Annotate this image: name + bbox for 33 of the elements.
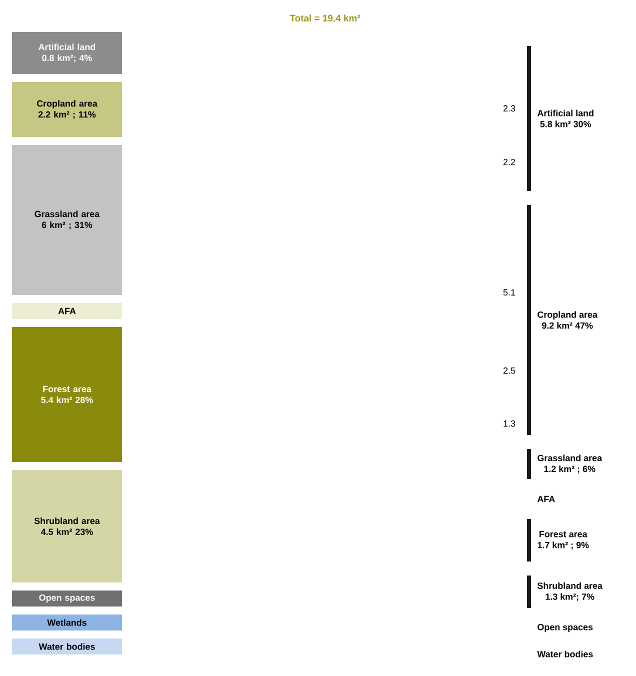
data-label: 2.2 km² ; 11%: [38, 111, 96, 119]
data-label: 1.3 km²; 7%: [546, 593, 594, 602]
category-label: Grassland area: [34, 210, 100, 218]
data-label: 9.2 km² 47%: [542, 322, 593, 329]
category-label: Wetlands: [47, 619, 86, 626]
category-label: Forest area: [540, 530, 588, 538]
category-label: Shrubland area: [537, 582, 603, 589]
category-label: Artificial land: [38, 44, 96, 50]
data-label: 5.8 km² 30%: [540, 120, 592, 128]
text: 2.3: [503, 105, 516, 112]
text: Total = 19.4 km²: [290, 14, 360, 22]
text: 2.2: [503, 158, 516, 166]
category-label: Cropland area: [538, 311, 598, 320]
data-label: 0.8 km²; 4%: [42, 54, 92, 62]
category-label: Artificial land: [537, 110, 594, 116]
data-label: 4.5 km² 23%: [40, 528, 93, 536]
text: 5.1: [503, 289, 516, 296]
category-label: Water bodies: [38, 643, 95, 650]
category-label: Shrubland area: [34, 517, 100, 524]
category-label: Forest area: [43, 386, 92, 392]
data-label: 5.4 km² 28%: [41, 396, 93, 404]
text: 2.5: [503, 367, 516, 374]
data-label: 1.7 km² ; 9%: [538, 542, 589, 550]
category-label: Water bodies: [537, 650, 593, 658]
category-label: AFA: [537, 496, 555, 502]
category-label: Open spaces: [39, 594, 95, 603]
category-label: AFA: [58, 308, 76, 314]
category-label: Grassland area: [538, 454, 602, 462]
data-label: 1.2 km² ; 6%: [544, 466, 596, 474]
data-label: 6 km² ; 31%: [42, 222, 92, 230]
text: 1.3: [504, 420, 516, 427]
category-label: Open spaces: [538, 624, 593, 632]
category-label: Cropland area: [36, 100, 98, 108]
